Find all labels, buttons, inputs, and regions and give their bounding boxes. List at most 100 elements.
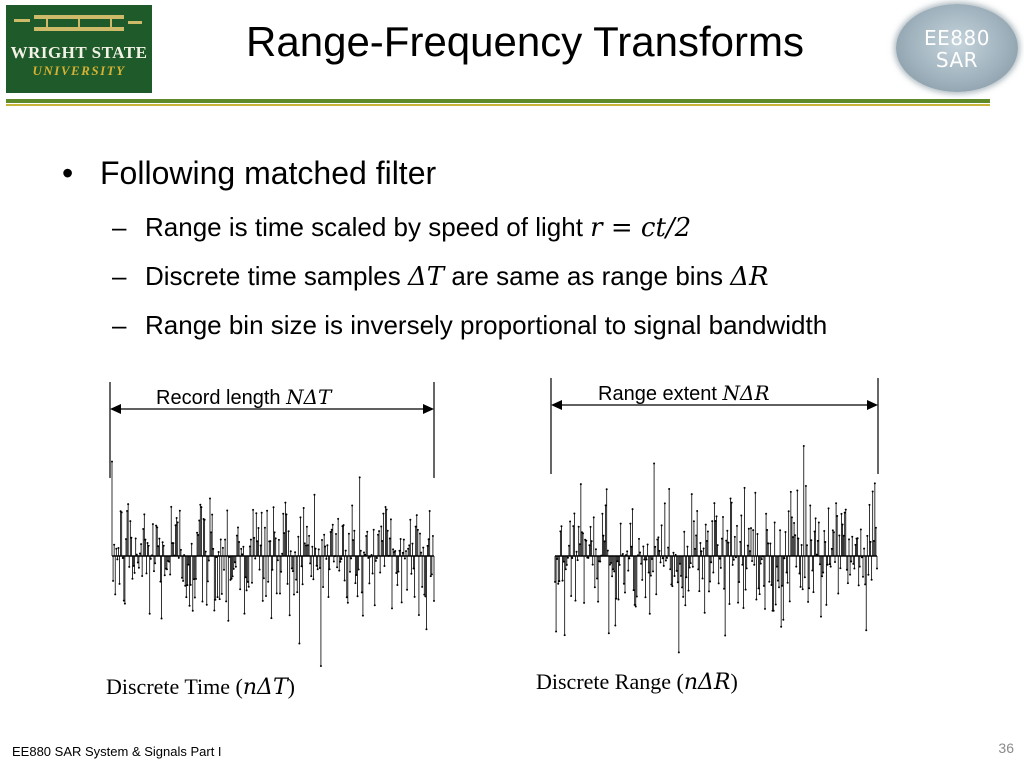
signal-sample-point — [682, 595, 685, 598]
signal-sample-point — [249, 538, 252, 541]
signal-sample-point — [871, 490, 874, 493]
signal-sample-point — [822, 571, 825, 574]
signal-sample-point — [201, 600, 204, 603]
signal-sample-point — [285, 513, 288, 516]
signal-sample-point — [296, 591, 299, 594]
signal-sample-point — [633, 603, 636, 606]
signal-sample-point — [700, 550, 703, 553]
signal-sample-point — [597, 600, 600, 603]
signal-sample-point — [410, 572, 413, 575]
signal-sample-point — [284, 501, 287, 504]
signal-sample-point — [421, 585, 424, 588]
signal-sample-point — [794, 534, 797, 537]
signal-sample-point — [621, 553, 624, 556]
signal-sample-point — [160, 617, 163, 620]
signal-sample-point — [318, 566, 321, 569]
signal-sample-point — [273, 531, 276, 534]
caption-text-a: Discrete Range ( — [536, 669, 684, 694]
signal-sample-point — [636, 554, 639, 557]
signal-sample-point — [785, 571, 788, 574]
signal-sample-point — [162, 544, 165, 547]
signal-sample-point — [795, 565, 798, 568]
range-extent-math: NΔR — [722, 381, 770, 405]
signal-sample-point — [566, 556, 569, 559]
signal-sample-point — [673, 575, 676, 578]
signal-sample-point — [632, 589, 635, 592]
signal-sample-point — [422, 546, 425, 549]
signal-sample-point — [117, 546, 120, 549]
signal-sample-point — [192, 578, 195, 581]
signal-sample-point — [282, 512, 285, 515]
signal-sample-point — [211, 513, 214, 516]
signal-sample-point — [797, 537, 800, 540]
signal-sample-point — [321, 538, 323, 541]
signal-sample-point — [398, 549, 401, 552]
signal-sample-point — [373, 604, 376, 607]
page-number: 36 — [998, 740, 1014, 756]
signal-sample-point — [232, 567, 235, 570]
signal-sample-point — [114, 593, 117, 596]
signal-sample-point — [251, 581, 253, 584]
signal-sample-point — [759, 562, 762, 565]
signal-sample-point — [228, 555, 231, 558]
signal-sample-point — [731, 563, 734, 566]
signal-sample-point — [689, 562, 692, 565]
signal-sample-point — [277, 538, 280, 541]
signal-sample-point — [573, 512, 576, 515]
signal-sample-point — [802, 445, 805, 447]
caption-math: nΔR — [683, 670, 731, 695]
signal-sample-point — [214, 598, 217, 601]
signal-sample-point — [649, 574, 652, 577]
signal-sample-point — [740, 514, 743, 517]
signal-sample-point — [669, 568, 672, 571]
signal-sample-point — [865, 629, 868, 632]
signal-sample-point — [807, 600, 810, 603]
signal-sample-point — [701, 577, 704, 580]
discrete-time-caption: Discrete Time (nΔT) — [106, 674, 295, 700]
signal-sample-point — [664, 559, 667, 562]
signal-sample-point — [215, 556, 218, 559]
signal-sample-point — [148, 612, 151, 615]
signal-sample-point — [643, 558, 646, 561]
signal-sample-point — [122, 599, 125, 602]
signal-sample-point — [126, 510, 129, 512]
signal-sample-point — [225, 600, 228, 603]
signal-sample-point — [659, 561, 662, 564]
signal-sample-point — [788, 600, 791, 603]
signal-sample-point — [231, 575, 234, 578]
logo-line-1: WRIGHT STATE — [10, 43, 148, 62]
signal-sample-point — [260, 511, 263, 514]
signal-sample-point — [815, 553, 818, 556]
signal-sample-point — [842, 534, 845, 537]
signal-sample-point — [666, 556, 668, 559]
signal-sample-point — [838, 534, 841, 537]
signal-sample-point — [746, 544, 749, 547]
signal-sample-point — [243, 612, 246, 615]
signal-sample-point — [869, 540, 872, 543]
signal-sample-point — [338, 569, 341, 572]
signal-sample-point — [380, 525, 383, 528]
signal-sample-point — [173, 554, 176, 557]
signal-sample-point — [185, 596, 188, 599]
slide-title: Range-Frequency Transforms — [246, 18, 804, 65]
signal-sample-point — [153, 570, 155, 573]
signal-sample-point — [363, 551, 365, 554]
signal-sample-point — [834, 560, 836, 563]
signal-sample-point — [365, 535, 368, 538]
signal-sample-point — [668, 488, 671, 491]
signal-sample-point — [845, 568, 848, 571]
signal-sample-point — [695, 534, 698, 537]
record-length-math: NΔT — [286, 385, 332, 409]
signal-sample-point — [294, 551, 297, 554]
signal-sample-point — [136, 561, 139, 564]
signal-sample-point — [175, 517, 178, 519]
signal-sample-point — [829, 565, 832, 568]
course-badge: EE880 SAR — [896, 4, 1018, 92]
signal-sample-point — [711, 520, 714, 523]
signal-sample-point — [230, 577, 233, 580]
signal-sample-point — [630, 545, 633, 548]
signal-sample-point — [848, 538, 850, 541]
signal-sample-point — [564, 568, 567, 571]
range-equation: r = ct/2 — [590, 213, 692, 243]
